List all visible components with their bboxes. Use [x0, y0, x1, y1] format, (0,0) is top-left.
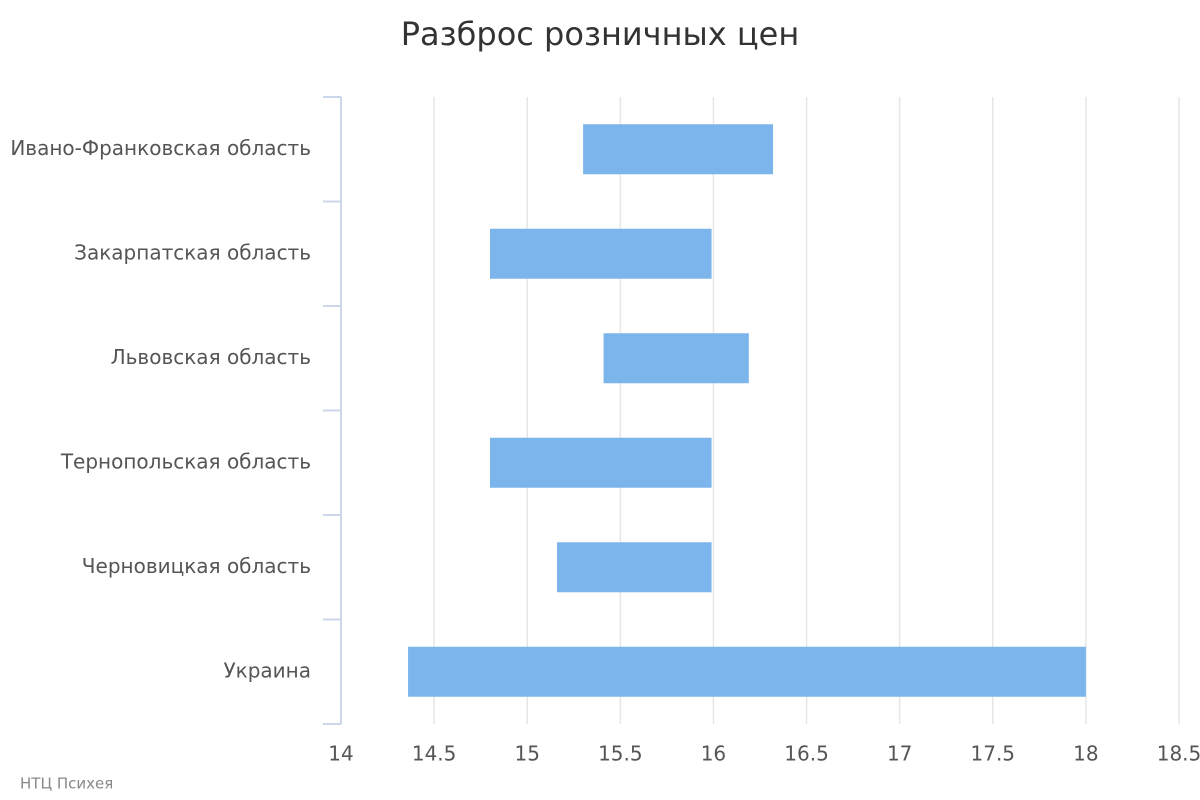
y-tick-label: Львовская область — [111, 345, 311, 369]
bar — [489, 437, 712, 488]
bar — [408, 646, 1086, 697]
x-tick-label: 17.5 — [971, 742, 1016, 766]
y-tick-label: Украина — [223, 658, 311, 682]
x-tick-label: 14 — [328, 742, 353, 766]
x-tick-label: 16.5 — [784, 742, 829, 766]
y-tick-label: Тернопольская область — [60, 449, 311, 473]
y-tick-label: Ивано-Франковская область — [10, 136, 311, 160]
x-tick-label: 15 — [514, 742, 539, 766]
x-tick-label: 15.5 — [598, 742, 643, 766]
credits: НТЦ Психея — [20, 775, 113, 793]
bar — [583, 124, 774, 175]
x-tick-label: 18.5 — [1157, 742, 1200, 766]
x-tick-label: 14.5 — [412, 742, 457, 766]
x-tick-label: 18 — [1073, 742, 1098, 766]
x-tick-label: 16 — [701, 742, 726, 766]
x-tick-label: 17 — [887, 742, 912, 766]
bar — [603, 333, 749, 384]
chart-title: Разброс розничных цен — [401, 15, 800, 53]
bar — [557, 542, 712, 593]
bar — [489, 228, 712, 279]
y-tick-label: Закарпатская область — [74, 240, 311, 264]
y-tick-label: Черновицкая область — [82, 554, 311, 578]
